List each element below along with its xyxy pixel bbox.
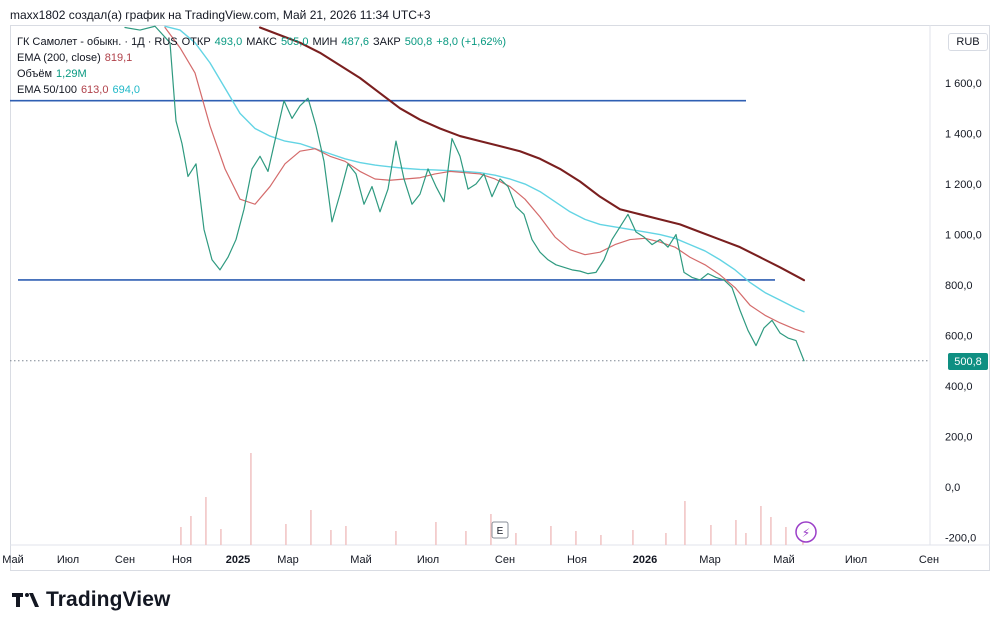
ema200-line <box>258 26 806 282</box>
volume-bar <box>250 453 252 545</box>
chart-author-line: maxx1802 создал(а) график на TradingView… <box>10 8 431 22</box>
ema50-100-label: EMA 50/100 <box>17 84 77 96</box>
volume-bar <box>735 520 737 545</box>
volume-bar <box>435 522 437 545</box>
high-value: 505,0 <box>280 36 309 48</box>
volume-bar <box>515 533 517 545</box>
tradingview-logo-icon <box>12 590 40 610</box>
ema200-value: 819,1 <box>104 52 133 64</box>
legend-row-ema200: EMA (200, close) 819,1 <box>17 50 506 66</box>
x-tick-label: Июл <box>57 554 79 566</box>
low-value: 487,6 <box>341 36 370 48</box>
volume-bar <box>205 497 207 545</box>
ema50-value: 613,0 <box>80 84 109 96</box>
events-button-label: E <box>497 526 504 537</box>
lightning-button[interactable] <box>795 521 817 543</box>
legend-row-volume: Объём 1,29M <box>17 66 506 82</box>
x-tick-label: Ноя <box>172 554 192 566</box>
x-tick-label: Ноя <box>567 554 587 566</box>
y-tick-label: 0,0 <box>945 482 960 494</box>
volume-bar <box>310 510 312 545</box>
legend-row-ema50-100: EMA 50/100 613,0 694,0 <box>17 82 506 98</box>
x-tick-label: Сен <box>495 554 515 566</box>
volume-bar <box>632 530 634 545</box>
x-tick-label: Сен <box>919 554 939 566</box>
volume-bar <box>785 527 787 545</box>
y-tick-label: 200,0 <box>945 431 973 443</box>
x-tick-label: Июл <box>845 554 867 566</box>
current-price-badge: 500,8 <box>948 353 988 370</box>
y-tick-label: 800,0 <box>945 280 973 292</box>
lightning-icon: ⚡ <box>802 526 810 540</box>
x-tick-label: Сен <box>115 554 135 566</box>
volume-bar <box>665 533 667 545</box>
ema200-label: EMA (200, close) <box>17 52 101 64</box>
ema50-line <box>164 26 805 333</box>
volume-bar <box>760 506 762 545</box>
volume-bar <box>465 531 467 545</box>
x-tick-label: Мар <box>699 554 721 566</box>
volume-bar <box>600 535 602 545</box>
close-value: 500,8 <box>404 36 433 48</box>
high-label: МАКС <box>246 36 277 48</box>
volume-bar <box>285 524 287 545</box>
volume-value: 1,29M <box>56 68 87 80</box>
x-tick-label: Май <box>773 554 795 566</box>
x-tick-label: 2026 <box>633 554 657 566</box>
chart-frame <box>10 25 990 571</box>
volume-label: Объём <box>17 68 53 80</box>
volume-bar <box>575 531 577 545</box>
currency-button[interactable]: RUB <box>948 33 988 51</box>
volume-bar <box>180 527 182 545</box>
y-tick-label: 600,0 <box>945 330 973 342</box>
volume-bar <box>684 501 686 545</box>
symbol-title: ГК Самолет - обыкн. · 1Д · RUS <box>17 36 178 48</box>
y-tick-label: -200,0 <box>945 532 976 544</box>
volume-bar <box>745 533 747 545</box>
tradingview-logo-text: TradingView <box>46 588 171 611</box>
tradingview-logo: TradingView <box>12 588 170 612</box>
volume-bar <box>490 514 492 545</box>
x-tick-label: 2025 <box>226 554 250 566</box>
events-button[interactable] <box>491 521 509 539</box>
volume-bar <box>220 529 222 545</box>
volume-bar <box>190 516 192 545</box>
legend-row-price: ГК Самолет - обыкн. · 1Д · RUS ОТКР 493,… <box>17 34 506 50</box>
volume-bar <box>330 530 332 545</box>
open-value: 493,0 <box>214 36 243 48</box>
y-tick-label: 1 600,0 <box>945 78 982 90</box>
chart-legend: ГК Самолет - обыкн. · 1Д · RUS ОТКР 493,… <box>17 34 506 98</box>
x-tick-label: Июл <box>417 554 439 566</box>
y-tick-label: 1 400,0 <box>945 129 982 141</box>
volume-bar <box>770 517 772 545</box>
price-line <box>124 25 805 362</box>
volume-bar <box>345 526 347 545</box>
x-tick-label: Мар <box>277 554 299 566</box>
x-tick-label: Май <box>2 554 24 566</box>
y-tick-label: 400,0 <box>945 381 973 393</box>
x-tick-label: Май <box>350 554 372 566</box>
y-tick-label: 1 200,0 <box>945 179 982 191</box>
ema100-value: 694,0 <box>112 84 140 96</box>
volume-bar <box>710 525 712 545</box>
close-label: ЗАКР <box>373 36 401 48</box>
volume-bar <box>550 526 552 545</box>
volume-bar <box>395 531 397 545</box>
ema100-line <box>164 25 805 313</box>
y-tick-label: 1 000,0 <box>945 230 982 242</box>
change-value: +8,0 (+1,62%) <box>436 36 506 48</box>
open-label: ОТКР <box>181 36 211 48</box>
low-label: МИН <box>312 36 338 48</box>
